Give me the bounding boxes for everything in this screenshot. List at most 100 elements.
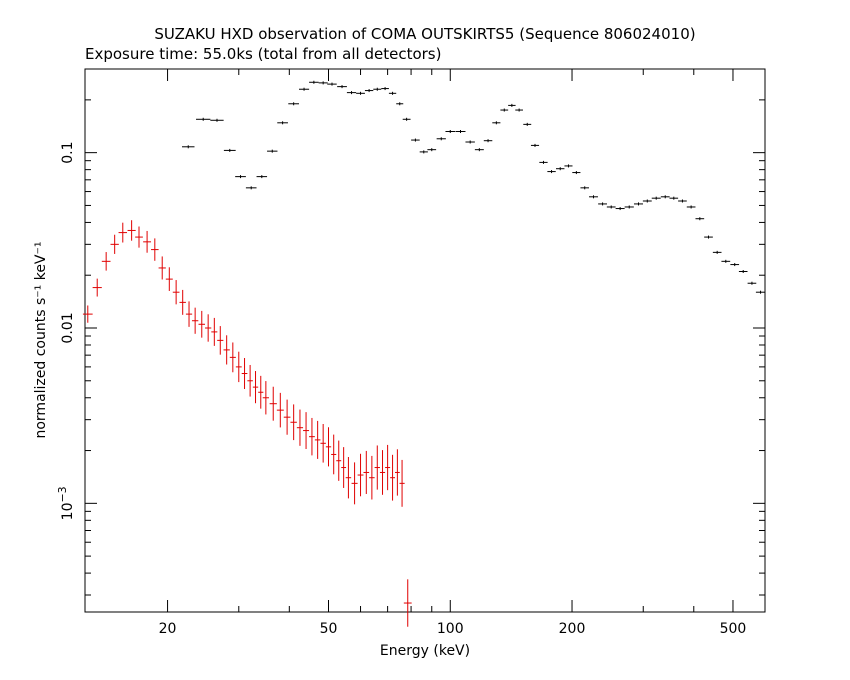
data-point	[651, 196, 661, 200]
data-point	[351, 462, 358, 505]
data-point	[198, 310, 206, 338]
data-point	[419, 150, 428, 154]
x-tick-label: 50	[320, 621, 338, 637]
data-point	[127, 220, 136, 241]
data-point	[483, 139, 493, 143]
data-point	[325, 427, 332, 467]
data-point	[320, 424, 326, 463]
data-point	[205, 314, 212, 342]
data-point	[267, 149, 278, 153]
data-point	[396, 102, 404, 106]
x-tick-label: 20	[159, 621, 177, 637]
data-point	[373, 87, 382, 91]
data-point	[314, 420, 321, 459]
data-point	[395, 449, 400, 496]
x-tick-label: 100	[437, 621, 464, 637]
data-point	[500, 108, 509, 112]
x-tick-label: 200	[559, 621, 586, 637]
data-point	[564, 164, 573, 168]
data-point	[165, 267, 173, 291]
data-point	[530, 143, 540, 147]
data-point	[363, 450, 370, 494]
data-point	[288, 102, 300, 106]
data-point	[385, 444, 391, 491]
data-point	[191, 307, 199, 334]
data-point	[598, 202, 608, 206]
data-point	[151, 238, 159, 261]
data-point	[523, 122, 532, 126]
data-point	[309, 417, 315, 456]
data-point	[269, 386, 277, 421]
data-point	[642, 199, 652, 203]
data-point	[436, 137, 446, 141]
data-point	[210, 118, 224, 122]
data-point	[135, 226, 143, 248]
y-axis-label: normalized counts s⁻¹ keV⁻¹	[33, 241, 49, 438]
data-point	[276, 392, 284, 428]
data-point	[211, 317, 218, 346]
data-point	[296, 409, 304, 446]
data-point	[241, 358, 248, 390]
data-point	[217, 326, 224, 355]
data-point	[704, 235, 713, 239]
y-tick-label: 0.01	[60, 312, 76, 343]
data-point	[277, 121, 288, 125]
data-point	[547, 170, 556, 174]
data-point	[298, 87, 310, 91]
data-point	[223, 148, 236, 152]
data-point	[606, 205, 616, 209]
chart-title: SUZAKU HXD observation of COMA OUTSKIRTS…	[154, 25, 695, 43]
data-point	[555, 167, 565, 171]
data-point	[686, 205, 696, 209]
y-tick-label: 10−3	[56, 486, 76, 520]
data-point	[336, 440, 342, 481]
data-point	[341, 447, 347, 488]
data-point	[346, 91, 357, 95]
data-point	[172, 280, 180, 305]
data-point	[379, 450, 386, 495]
data-point	[345, 457, 352, 499]
data-point	[738, 269, 748, 274]
data-point	[399, 459, 405, 507]
data-point	[721, 259, 731, 263]
data-point	[492, 121, 501, 125]
data-point	[235, 175, 246, 179]
data-point	[615, 207, 625, 211]
data-point	[245, 186, 257, 190]
y-tick-labels: 0.1 0.01 10−3	[56, 142, 76, 521]
data-point	[256, 175, 268, 179]
data-point	[730, 263, 740, 267]
data-point	[381, 87, 389, 91]
data-point	[403, 579, 412, 627]
data-point	[580, 186, 590, 190]
chart-subtitle: Exposure time: 55.0ks (total from all de…	[85, 45, 441, 63]
x-axis-label: Energy (keV)	[380, 643, 470, 659]
data-series	[82, 80, 766, 627]
data-point	[539, 160, 548, 164]
axis-ticks	[85, 69, 766, 612]
data-point	[356, 91, 365, 95]
data-point	[143, 230, 152, 253]
data-point	[182, 145, 195, 149]
data-point	[364, 89, 374, 93]
data-point	[252, 371, 259, 404]
data-point	[303, 412, 310, 449]
data-point	[110, 234, 119, 254]
data-point	[695, 217, 705, 221]
data-point	[179, 289, 186, 315]
data-point	[402, 117, 411, 121]
x-tick-labels: 20 50 100 200 500	[159, 621, 747, 637]
data-point	[290, 404, 297, 441]
data-point	[508, 103, 516, 107]
data-point	[374, 445, 380, 490]
data-point	[118, 222, 128, 243]
data-point	[327, 82, 337, 86]
y-tick-label: 0.1	[60, 142, 76, 164]
data-point	[589, 195, 598, 199]
series-pin	[82, 220, 412, 627]
data-point	[101, 252, 111, 271]
data-point	[465, 140, 475, 144]
data-point	[455, 130, 466, 134]
data-point	[390, 454, 396, 501]
data-point	[262, 381, 269, 415]
